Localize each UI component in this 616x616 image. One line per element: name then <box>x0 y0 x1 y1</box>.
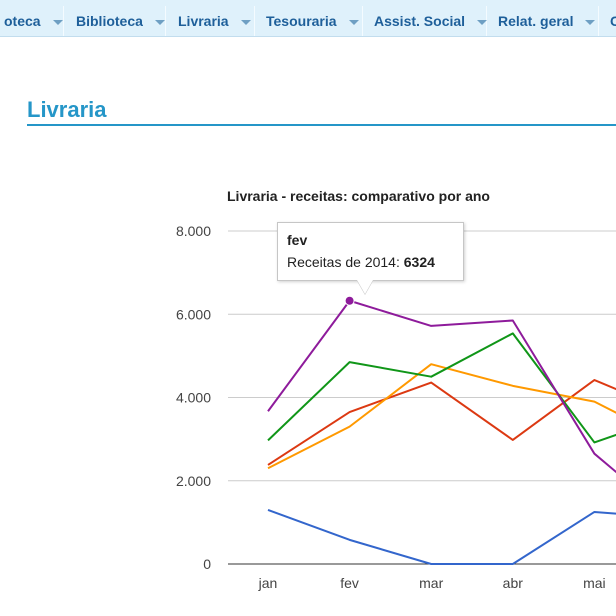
top-navigation: oteca Biblioteca Livraria Tesouraria Ass… <box>0 0 616 37</box>
nav-item-relat-geral[interactable]: Relat. geral <box>488 6 599 36</box>
series-line-2[interactable] <box>267 379 616 466</box>
y-tick-label: 2.000 <box>176 473 211 489</box>
tooltip-value: 6324 <box>403 254 435 270</box>
chevron-down-icon <box>477 19 488 25</box>
tooltip-line: Receitas de 2014: 6324 <box>287 251 454 273</box>
nav-item-label: C <box>610 13 616 29</box>
nav-item-label: Relat. geral <box>498 13 574 29</box>
nav-item-label: Biblioteca <box>76 13 143 29</box>
x-tick-label: mai <box>583 575 606 591</box>
chevron-down-icon <box>240 19 251 25</box>
nav-item-label: Tesouraria <box>266 13 337 29</box>
nav-item-partial-left[interactable]: oteca <box>0 6 64 36</box>
x-tick-label: abr <box>503 575 524 591</box>
y-tick-label: 8.000 <box>176 223 211 239</box>
nav-item-partial-right[interactable]: C <box>600 6 616 36</box>
series-line-1[interactable] <box>267 508 616 565</box>
chevron-down-icon <box>348 19 359 25</box>
series-line-5[interactable] <box>267 299 616 523</box>
y-tick-label: 0 <box>203 556 211 572</box>
nav-item-livraria[interactable]: Livraria <box>168 6 255 36</box>
nav-item-label: oteca <box>4 13 41 29</box>
y-tick-label: 4.000 <box>176 390 211 406</box>
series-line-3[interactable] <box>267 363 616 470</box>
chart-title: Livraria - receitas: comparativo por ano <box>227 188 490 204</box>
page-title: Livraria <box>27 97 107 122</box>
nav-item-label: Assist. Social <box>374 13 466 29</box>
x-tick-label: jan <box>258 575 278 591</box>
chevron-down-icon <box>585 19 596 25</box>
x-tick-label: fev <box>340 575 359 591</box>
tooltip-pointer <box>357 280 373 294</box>
chevron-down-icon <box>154 19 165 25</box>
nav-item-assist-social[interactable]: Assist. Social <box>364 6 488 36</box>
title-divider <box>27 124 616 126</box>
chevron-down-icon <box>52 19 63 25</box>
nav-item-label: Livraria <box>178 13 229 29</box>
nav-item-biblioteca[interactable]: Biblioteca <box>66 6 166 36</box>
tooltip-label: Receitas de 2014: <box>287 254 400 270</box>
tooltip-month: fev <box>287 232 308 248</box>
highlighted-data-point[interactable] <box>344 295 355 306</box>
chart-tooltip: fev Receitas de 2014: 6324 <box>277 222 464 281</box>
series-line-4[interactable] <box>267 332 616 444</box>
nav-item-tesouraria[interactable]: Tesouraria <box>256 6 363 36</box>
y-tick-label: 6.000 <box>176 306 211 322</box>
x-tick-label: mar <box>419 575 443 591</box>
